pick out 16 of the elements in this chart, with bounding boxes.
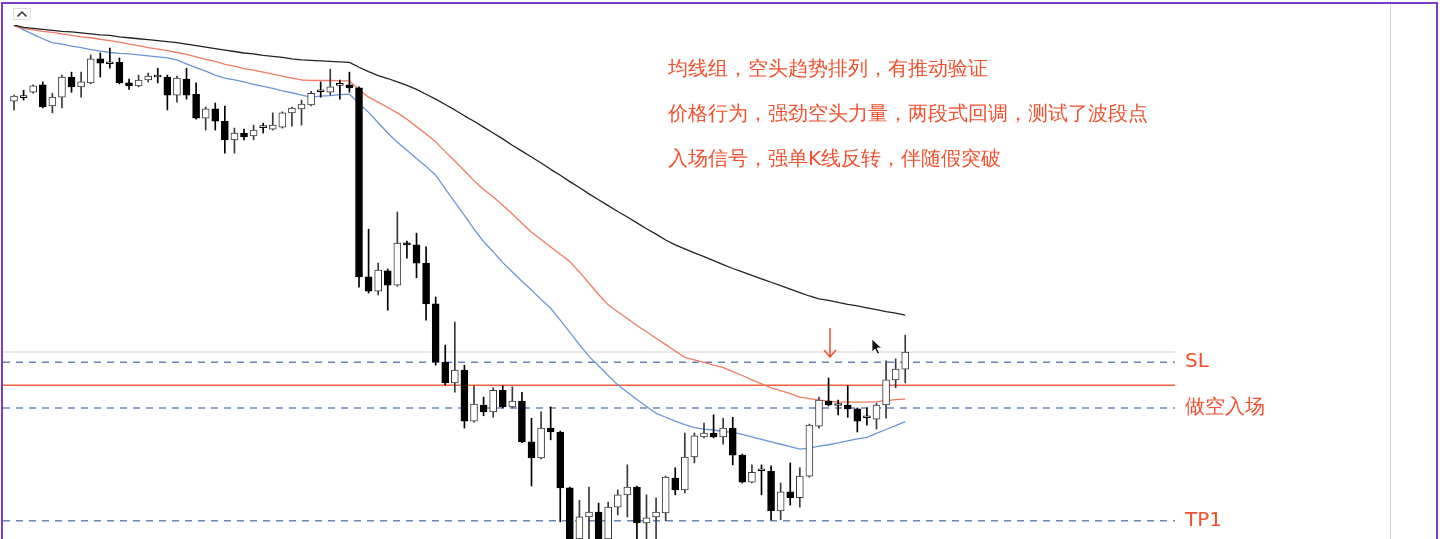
candlestick [786,462,795,506]
ref-line-label: 做空入场 [1185,394,1265,419]
candlestick [96,52,105,78]
candlestick [863,407,871,426]
annotation: 价格行为，强劲空头力量，两段式回调，测试了波段点 [668,100,1148,127]
annotation: 均线组，空头趋势排列，有推动验证 [668,55,989,82]
annotation: 入场信号，强单K线反转，伴随假突破 [668,145,1003,172]
ref-line-label: TP1 [1184,507,1223,532]
ref-line-label: SL [1185,348,1210,373]
candlestick [106,47,114,69]
candlestick [77,71,85,98]
candlestick [336,79,344,100]
candlestick [451,321,459,393]
candlestick [326,68,335,96]
candlestick [834,399,842,416]
candlestick [316,81,325,98]
